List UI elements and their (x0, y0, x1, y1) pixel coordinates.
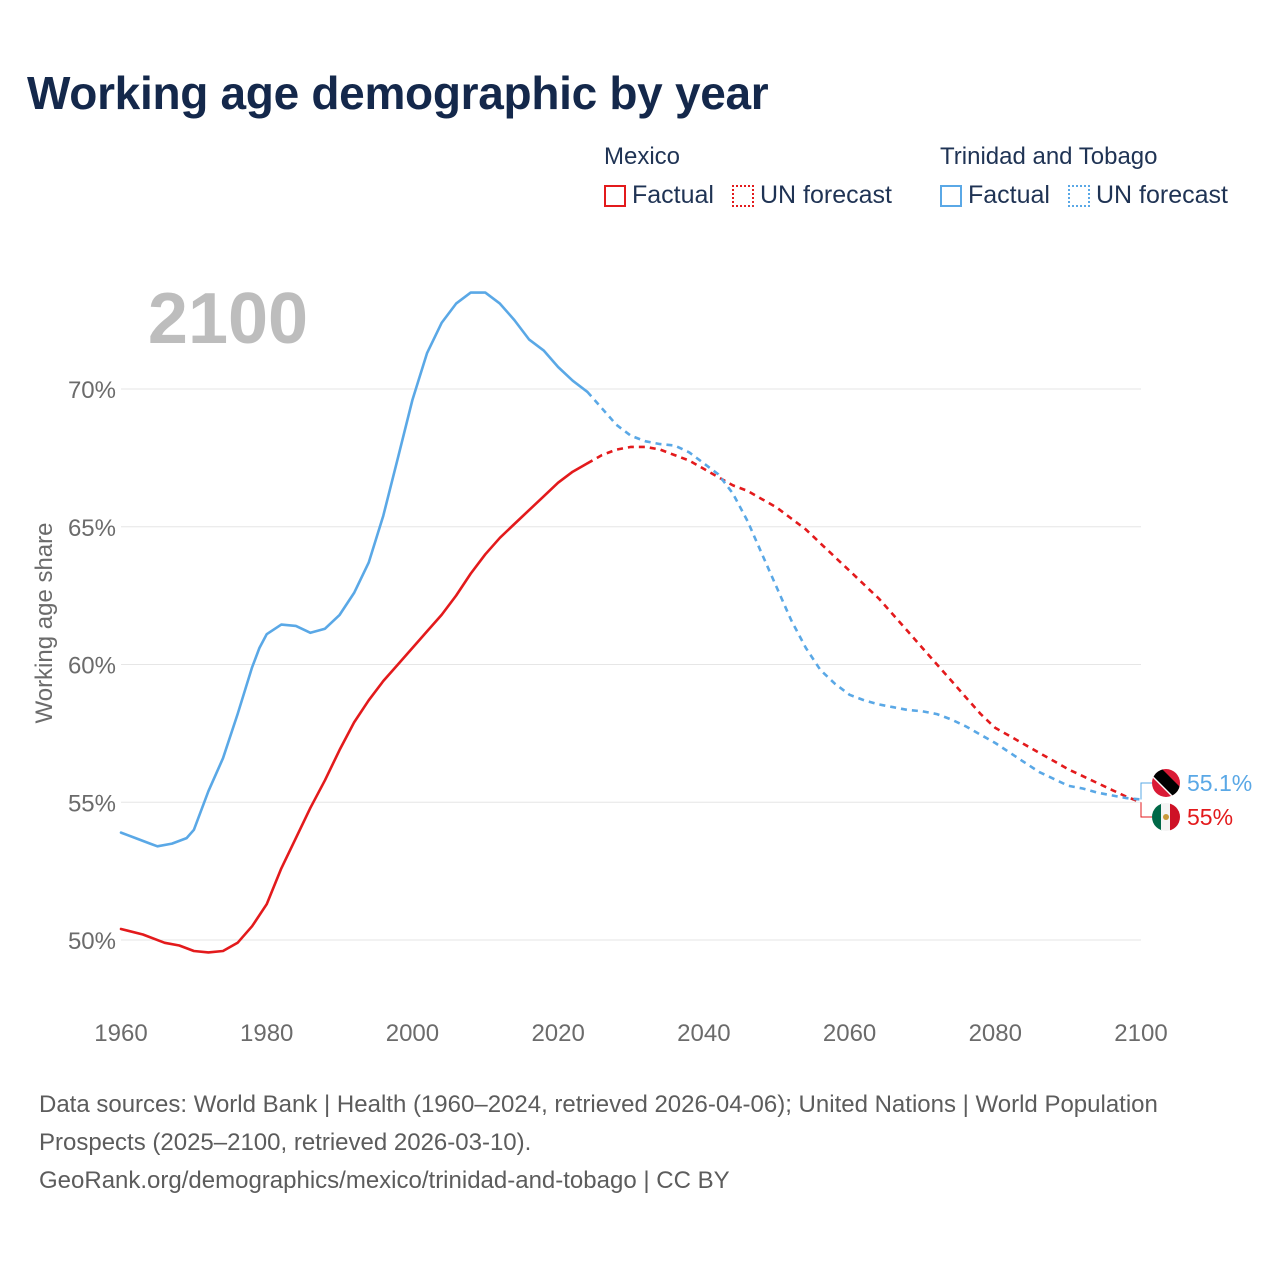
legend-item-tt-factual[interactable]: Factual (940, 181, 1050, 210)
sources-line: Data sources: World Bank | Health (1960–… (39, 1091, 1158, 1156)
legend-item-mexico-factual[interactable]: Factual (604, 181, 714, 210)
x-tick-label: 2020 (531, 1020, 584, 1047)
x-tick-label: 2000 (386, 1020, 439, 1047)
x-tick-label: 2080 (969, 1020, 1022, 1047)
legend-label: Factual (632, 181, 714, 209)
legend-group-mexico: Mexico Factual UN forecast (604, 143, 892, 210)
end-value-label: 55.1% (1187, 770, 1252, 796)
chart-title: Working age demographic by year (27, 67, 769, 119)
sources-url-line: GeoRank.org/demographics/mexico/trinidad… (39, 1167, 730, 1194)
legend-group-title: Trinidad and Tobago (940, 143, 1158, 170)
legend-group-trinidad-and-tobago: Trinidad and Tobago Factual UN forecast (940, 143, 1228, 210)
x-tick-label: 2060 (823, 1020, 876, 1047)
legend-swatch-dotted (1067, 184, 1090, 207)
series-line-mexico-factual[interactable] (119, 462, 589, 954)
legend-swatch-solid (940, 184, 962, 207)
series-line-trinidad-and-tobago-forecast[interactable] (586, 390, 1142, 801)
y-tick-label: 55% (68, 790, 116, 817)
x-tick-label: 1960 (94, 1020, 147, 1047)
legend-swatch-dotted (731, 184, 754, 207)
legend-label: UN forecast (1095, 181, 1228, 209)
legend-item-mexico-forecast[interactable]: UN forecast (731, 181, 892, 210)
legend-label: Factual (968, 181, 1050, 209)
x-tick-label: 2040 (677, 1020, 730, 1047)
end-label-connector (1140, 782, 1152, 800)
year-watermark: 2100 (148, 279, 308, 359)
end-label-connector (1140, 802, 1152, 818)
series-line-mexico-forecast[interactable] (586, 445, 1142, 804)
trinidad-and-tobago-flag-icon (1152, 769, 1180, 797)
legend-swatch-solid (604, 184, 626, 207)
x-tick-label: 2100 (1114, 1020, 1167, 1047)
x-tick-label: 1980 (240, 1020, 293, 1047)
legend-item-tt-forecast[interactable]: UN forecast (1067, 181, 1228, 210)
legend-label: UN forecast (759, 181, 892, 209)
mexico-flag-icon (1152, 803, 1180, 831)
y-axis-title: Working age share (31, 523, 58, 724)
end-value-label: 55% (1187, 804, 1233, 830)
y-tick-label: 50% (68, 928, 116, 955)
series-line-trinidad-and-tobago-factual[interactable] (119, 291, 589, 848)
y-tick-label: 65% (68, 515, 116, 542)
legend-group-title: Mexico (604, 143, 681, 170)
data-sources-footer: Data sources: World Bank | Health (1960–… (39, 1086, 1219, 1200)
y-tick-label: 70% (68, 377, 116, 404)
y-tick-label: 60% (68, 653, 116, 680)
